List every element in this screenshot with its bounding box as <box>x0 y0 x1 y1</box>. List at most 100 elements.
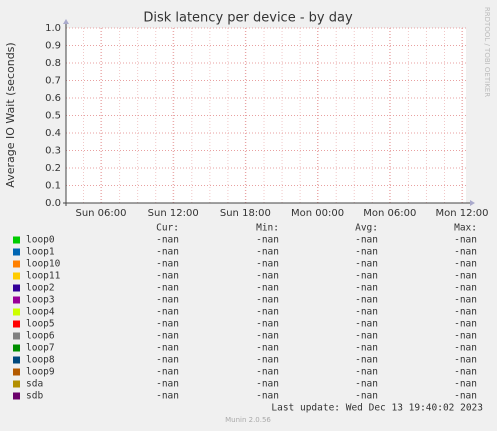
chart-title: Disk latency per device - by day <box>143 11 353 26</box>
side-text: RRDTOOL / TOBI OETIKER <box>483 7 491 97</box>
legend-label: loop9 <box>26 367 55 378</box>
legend-stat: -nan <box>156 235 179 246</box>
footer: Last update: Wed Dec 13 19:40:02 2023 <box>271 403 483 414</box>
legend-stat: -nan <box>355 235 378 246</box>
legend-stat: -nan <box>256 331 279 342</box>
legend-swatch <box>13 296 20 304</box>
legend-stat: -nan <box>256 367 279 378</box>
legend-stat: -nan <box>256 283 279 294</box>
legend-label: loop4 <box>26 307 55 318</box>
legend-stat: -nan <box>454 259 477 270</box>
legend-label: loop2 <box>26 283 55 294</box>
legend-label: loop0 <box>26 235 55 246</box>
legend-swatch <box>13 284 20 292</box>
x-tick-label: Sun 12:00 <box>148 208 199 219</box>
y-tick-label: 1.0 <box>45 23 61 34</box>
legend-stat: -nan <box>256 247 279 258</box>
legend-stat: -nan <box>256 391 279 402</box>
y-tick-label: 0.3 <box>45 146 61 157</box>
legend-stat: -nan <box>454 295 477 306</box>
legend-stat: -nan <box>355 295 378 306</box>
legend-swatch <box>13 248 20 256</box>
y-tick-label: 0.0 <box>45 198 61 209</box>
legend-swatch <box>13 356 20 364</box>
legend-stat: -nan <box>355 247 378 258</box>
legend-stat: -nan <box>454 355 477 366</box>
legend-stat: -nan <box>454 367 477 378</box>
legend-stat: -nan <box>156 379 179 390</box>
legend-stat: -nan <box>454 307 477 318</box>
y-tick-label: 0.2 <box>45 163 61 174</box>
legend-stat: -nan <box>156 367 179 378</box>
legend-stat: -nan <box>156 391 179 402</box>
x-tick-label: Mon 06:00 <box>363 208 416 219</box>
legend-stat: -nan <box>156 283 179 294</box>
y-axis-label: Average IO Wait (seconds) <box>4 42 17 187</box>
y-tick-label: 0.5 <box>45 111 61 122</box>
legend-stat: -nan <box>355 283 378 294</box>
y-tick-label: 0.6 <box>45 93 61 104</box>
legend-stat: -nan <box>156 319 179 330</box>
legend-stat: -nan <box>256 343 279 354</box>
legend-stat: -nan <box>156 295 179 306</box>
legend-label: loop8 <box>26 355 55 366</box>
legend-label: loop1 <box>26 247 55 258</box>
legend-swatch <box>13 272 20 280</box>
legend-swatch <box>13 344 20 352</box>
legend-stat: -nan <box>355 319 378 330</box>
legend-stat: -nan <box>256 355 279 366</box>
legend-stat: -nan <box>454 343 477 354</box>
x-tick-label: Sun 06:00 <box>75 208 126 219</box>
legend-stat: -nan <box>156 343 179 354</box>
legend-header: Min: <box>256 223 279 234</box>
legend-header: Cur: <box>156 223 179 234</box>
legend-label: loop5 <box>26 319 55 330</box>
legend-stat: -nan <box>256 271 279 282</box>
legend-stat: -nan <box>256 379 279 390</box>
legend-swatch <box>13 308 20 316</box>
x-tick-label: Sun 18:00 <box>220 208 271 219</box>
legend-stat: -nan <box>454 319 477 330</box>
x-tick-label: Mon 00:00 <box>291 208 344 219</box>
legend-stat: -nan <box>156 307 179 318</box>
legend-stat: -nan <box>355 391 378 402</box>
legend-stat: -nan <box>355 271 378 282</box>
legend-swatch <box>13 368 20 376</box>
legend-label: loop3 <box>26 295 55 306</box>
legend-stat: -nan <box>156 247 179 258</box>
legend-stat: -nan <box>256 259 279 270</box>
legend-stat: -nan <box>156 271 179 282</box>
y-tick-label: 0.9 <box>45 41 61 52</box>
legend-stat: -nan <box>156 355 179 366</box>
legend-stat: -nan <box>355 367 378 378</box>
y-tick-label: 0.8 <box>45 58 61 69</box>
legend-swatch <box>13 236 20 244</box>
y-arrow <box>63 19 69 24</box>
legend-label: loop10 <box>26 259 61 270</box>
legend-label: loop7 <box>26 343 55 354</box>
legend-stat: -nan <box>355 307 378 318</box>
version: Munin 2.0.56 <box>225 416 271 424</box>
x-arrow <box>470 200 475 206</box>
y-tick-label: 0.7 <box>45 76 61 87</box>
legend-stat: -nan <box>355 343 378 354</box>
legend-header: Avg: <box>355 223 378 234</box>
legend-stat: -nan <box>454 271 477 282</box>
legend-stat: -nan <box>454 391 477 402</box>
legend-stat: -nan <box>156 331 179 342</box>
legend-stat: -nan <box>454 379 477 390</box>
legend-stat: -nan <box>156 259 179 270</box>
legend-stat: -nan <box>454 235 477 246</box>
legend-label: loop6 <box>26 331 55 342</box>
y-tick-label: 0.4 <box>45 128 61 139</box>
legend-swatch <box>13 380 20 388</box>
legend-stat: -nan <box>355 355 378 366</box>
legend-stat: -nan <box>256 235 279 246</box>
legend-stat: -nan <box>454 283 477 294</box>
legend-stat: -nan <box>256 295 279 306</box>
legend-swatch <box>13 392 20 400</box>
legend-stat: -nan <box>454 331 477 342</box>
legend-stat: -nan <box>355 259 378 270</box>
legend-stat: -nan <box>355 379 378 390</box>
